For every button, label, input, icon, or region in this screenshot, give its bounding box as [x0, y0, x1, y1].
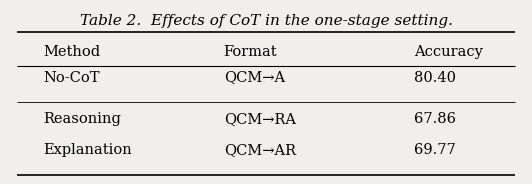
Text: Reasoning: Reasoning: [44, 112, 122, 126]
Text: QCM→AR: QCM→AR: [223, 143, 296, 157]
Text: Format: Format: [223, 45, 277, 59]
Text: QCM→RA: QCM→RA: [223, 112, 296, 126]
Text: 69.77: 69.77: [414, 143, 456, 157]
Text: 67.86: 67.86: [414, 112, 456, 126]
Text: Table 2.  Effects of CoT in the one-stage setting.: Table 2. Effects of CoT in the one-stage…: [79, 14, 453, 28]
Text: Method: Method: [44, 45, 101, 59]
Text: QCM→A: QCM→A: [223, 70, 285, 84]
Text: 80.40: 80.40: [414, 70, 456, 84]
Text: Explanation: Explanation: [44, 143, 132, 157]
Text: No-CoT: No-CoT: [44, 70, 100, 84]
Text: Accuracy: Accuracy: [414, 45, 483, 59]
